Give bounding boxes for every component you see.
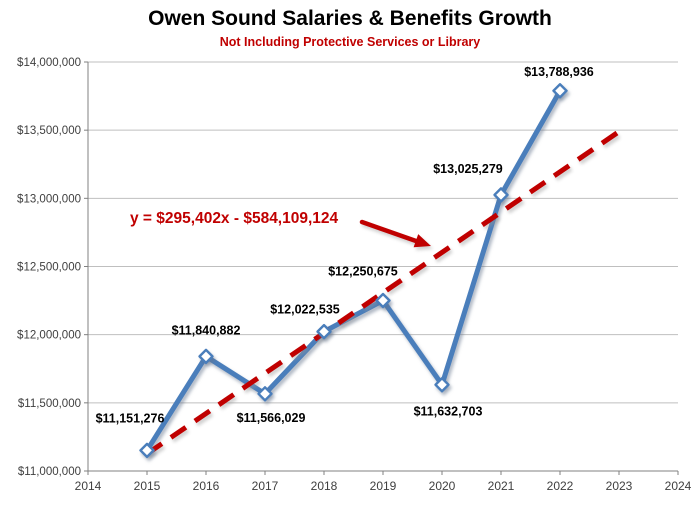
equation-arrow [359, 219, 431, 248]
data-point-label: $11,840,882 [172, 323, 241, 337]
y-tick-label: $12,000,000 [17, 330, 81, 342]
trendline-group [145, 129, 621, 456]
y-tick-label: $11,500,000 [18, 398, 81, 410]
data-point-marker [493, 187, 509, 203]
y-tick-label: $13,000,000 [17, 193, 81, 205]
data-point-marker [139, 442, 155, 459]
gridlines: $14,000,000 $13,500,000 $13,000,000 $12,500… [17, 57, 678, 478]
x-axis-ticks: 2014 2015 2016 2017 2018 2019 2020 2021 2022 2023… [75, 471, 692, 493]
y-tick-label: $13,500,000 [17, 125, 81, 137]
trendline [145, 129, 621, 456]
data-point-label: $11,151,276 [96, 411, 165, 425]
y-tick-label: $12,500,000 [17, 262, 81, 274]
x-tick-label: 2021 [488, 479, 515, 493]
data-point-marker [375, 292, 391, 309]
data-point-marker [316, 323, 332, 340]
data-point-label: $12,250,675 [328, 265, 398, 279]
markers-group [139, 83, 568, 459]
annotation-group: y = $295,402x - $584,109,124 [130, 210, 339, 227]
data-point-label: $13,788,936 [524, 65, 594, 79]
y-tick-label: $14,000,000 [17, 57, 81, 69]
x-tick-label: 2020 [429, 479, 456, 493]
data-point-marker [552, 83, 568, 99]
x-tick-label: 2016 [193, 479, 220, 493]
chart-subtitle: Not Including Protective Services or Lib… [219, 35, 481, 49]
data-point-marker [198, 348, 214, 365]
data-point-marker [434, 377, 450, 393]
x-tick-label: 2015 [134, 479, 161, 493]
x-tick-label: 2024 [665, 479, 692, 493]
trendline-equation: y = $295,402x - $584,109,124 [130, 210, 339, 227]
chart-title: Owen Sound Salaries & Benefits Growth [148, 7, 552, 30]
data-point-label: $11,632,703 [414, 405, 483, 419]
y-tick-label: $11,000,000 [18, 466, 81, 478]
x-tick-label: 2022 [547, 479, 574, 493]
data-point-label: $11,566,029 [237, 411, 306, 425]
data-point-label: $13,025,279 [433, 162, 503, 176]
x-tick-label: 2017 [252, 479, 279, 493]
x-tick-label: 2014 [75, 479, 102, 493]
series-group [144, 88, 563, 453]
x-tick-label: 2018 [311, 479, 338, 493]
equation-arrow-shaft [359, 219, 419, 244]
data-point-marker [257, 386, 273, 402]
x-tick-label: 2023 [606, 479, 633, 493]
equation-arrow-head [413, 234, 431, 248]
data-point-label: $12,022,535 [270, 303, 340, 317]
x-tick-label: 2019 [370, 479, 397, 493]
series-line [144, 88, 563, 453]
data-labels: $11,151,276 $11,840,882 $11,566,029 $12,022… [96, 65, 594, 426]
